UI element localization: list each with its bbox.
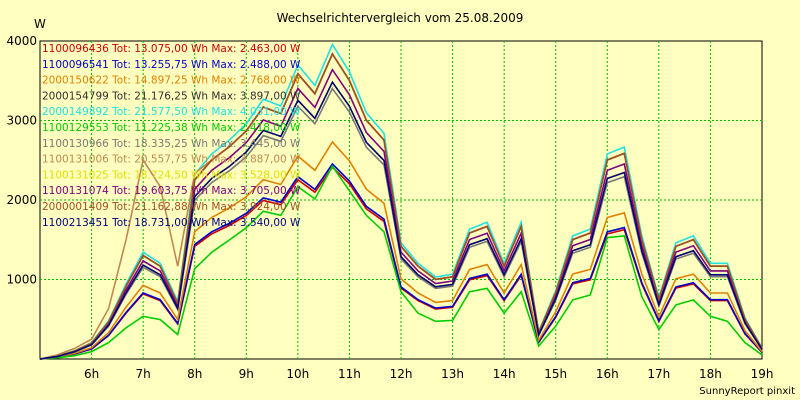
series-line <box>39 80 763 360</box>
legend-entry: 1100213451 Tot: 18.731,00 Wh Max: 3.540,… <box>42 217 301 229</box>
series-line <box>39 164 763 360</box>
y-tick-label: 1000 <box>6 273 37 287</box>
x-tick-label: 11h <box>338 367 361 381</box>
legend: 1100096436 Tot: 13.075,00 Wh Max: 2.463,… <box>42 43 301 229</box>
legend-entry: 1100129553 Tot: 11.225,38 Wh Max: 2.418,… <box>42 122 301 134</box>
y-axis-unit: W <box>34 17 46 31</box>
plot-area: 1100096436 Tot: 13.075,00 Wh Max: 2.463,… <box>39 40 763 360</box>
x-tick-label: 10h <box>286 367 309 381</box>
legend-entry: 1100131006 Tot: 20.557,75 Wh Max: 3.887,… <box>42 154 301 166</box>
x-tick-label: 9h <box>239 367 254 381</box>
legend-entry: 1100131025 Tot: 18.724,50 Wh Max: 3.528,… <box>42 169 301 181</box>
x-tick-label: 15h <box>544 367 567 381</box>
legend-entry: 1100131074 Tot: 19.603,75 Wh Max: 3.705,… <box>42 185 301 197</box>
series-line <box>39 68 763 360</box>
axis-ticks: 1000 2000 3000 4000 6h 7h 8h 9h 10h 11h 12h 13h 14h 1… <box>6 34 773 381</box>
legend-entry: 2000149892 Tot: 21.577,50 Wh Max: 4.031,… <box>42 106 301 118</box>
y-tick-label: 4000 <box>6 34 37 48</box>
x-tick-label: 14h <box>493 367 516 381</box>
series-line <box>39 140 763 360</box>
legend-entry: 2000154799 Tot: 21.176,25 Wh Max: 3.897,… <box>42 90 301 102</box>
x-tick-label: 16h <box>596 367 619 381</box>
y-tick-label: 3000 <box>6 114 37 128</box>
x-tick-label: 13h <box>441 367 464 381</box>
footer-credit: SunnyReport pinxit <box>699 386 795 397</box>
chart-title: Wechselrichtervergleich vom 25.08.2009 <box>277 11 524 25</box>
x-tick-label: 8h <box>187 367 202 381</box>
legend-entry: 1100096436 Tot: 13.075,00 Wh Max: 2.463,… <box>42 43 301 55</box>
legend-entry: 2000001409 Tot: 21.162,88 Wh Max: 3.924,… <box>42 201 301 213</box>
legend-entry: 2000150622 Tot: 14.897,25 Wh Max: 2.768,… <box>42 75 301 87</box>
x-tick-label: 6h <box>84 367 99 381</box>
series-line <box>39 52 763 360</box>
x-tick-label: 18h <box>699 367 722 381</box>
x-tick-label: 7h <box>136 367 151 381</box>
legend-entry: 1100096541 Tot: 13.255,75 Wh Max: 2.488,… <box>42 59 301 71</box>
series-lines <box>39 42 763 360</box>
series-line <box>39 162 763 360</box>
legend-entry: 1100130966 Tot: 18.335,25 Wh Max: 3.445,… <box>42 138 301 150</box>
x-tick-label: 19h <box>751 367 774 381</box>
x-tick-label: 17h <box>647 367 670 381</box>
y-tick-label: 2000 <box>6 193 37 207</box>
x-tick-label: 12h <box>390 367 413 381</box>
